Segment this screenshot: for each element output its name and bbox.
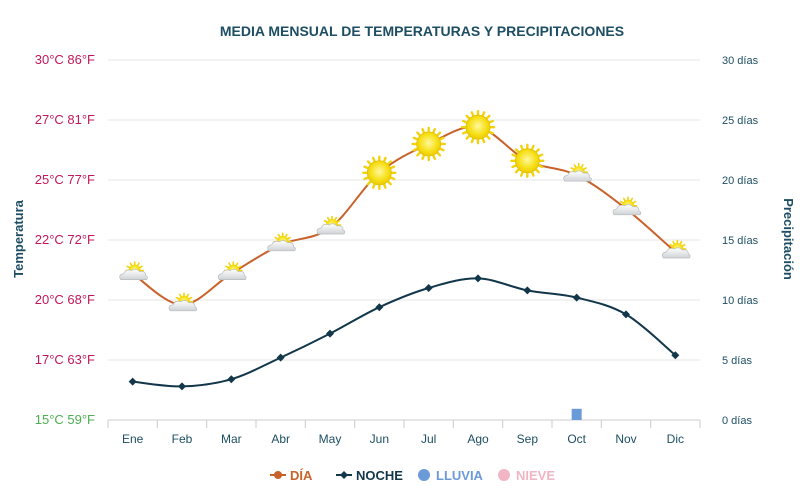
sun-icon xyxy=(460,109,496,145)
right-axis: 0 días 5 días 10 días 15 días 20 días 25 días… xyxy=(722,55,759,427)
night-series-line xyxy=(132,277,676,388)
x-tick-label: Jun xyxy=(370,432,389,446)
weather-icons xyxy=(119,109,691,312)
legend-label: NIEVE xyxy=(516,468,555,483)
left-axis: 15°C 59°F 17°C 63°F 20°C 68°F 22°C 72°F 25°C… xyxy=(35,52,95,427)
sun-icon xyxy=(510,143,545,179)
left-tick-label: 17°C 63°F xyxy=(35,352,95,367)
x-tick-label: Abr xyxy=(271,432,290,446)
legend-label: LLUVIA xyxy=(436,468,484,483)
x-tick-label: Sep xyxy=(517,432,539,446)
x-tick-label: Ene xyxy=(122,432,144,446)
left-tick-label: 20°C 68°F xyxy=(35,292,95,307)
right-tick-label: 10 días xyxy=(722,295,759,307)
night-point xyxy=(276,353,285,362)
cloud-sun-icon xyxy=(168,292,198,312)
legend-item-noche[interactable]: NOCHE xyxy=(336,468,403,483)
sun-icon xyxy=(362,155,397,191)
night-point xyxy=(622,310,630,319)
precipitation-bars xyxy=(571,408,582,420)
x-tick-label: Nov xyxy=(615,432,636,446)
sun-icon xyxy=(411,126,446,162)
x-tick-label: Jul xyxy=(421,432,436,446)
night-point xyxy=(424,284,433,292)
left-tick-label: 22°C 72°F xyxy=(35,232,95,247)
night-point xyxy=(128,377,137,386)
cloud-sun-icon xyxy=(316,215,346,235)
night-point xyxy=(178,382,186,391)
left-tick-label: 27°C 81°F xyxy=(35,112,95,127)
right-tick-label: 0 días xyxy=(722,415,752,427)
right-tick-label: 25 días xyxy=(722,115,759,127)
cloud-sun-icon xyxy=(612,196,642,216)
night-point xyxy=(572,293,581,302)
right-tick-label: 30 días xyxy=(722,55,759,67)
right-tick-label: 15 días xyxy=(722,235,759,247)
legend: DÍA NOCHE LLUVIA NIEVE xyxy=(270,468,555,483)
legend-item-lluvia[interactable]: LLUVIA xyxy=(418,468,484,483)
night-point xyxy=(227,375,236,384)
right-tick-label: 20 días xyxy=(722,175,759,187)
night-point xyxy=(474,274,482,283)
x-tick-label: Ago xyxy=(467,432,489,446)
left-tick-label: 25°C 77°F xyxy=(35,172,95,187)
x-tick-label: Dic xyxy=(667,432,684,446)
grid-lines xyxy=(108,59,700,421)
temperature-lines xyxy=(132,125,676,388)
x-tick-label: Oct xyxy=(567,432,586,446)
night-point xyxy=(326,329,334,338)
left-tick-label: 15°C 59°F xyxy=(35,412,95,427)
cloud-sun-icon xyxy=(267,232,296,252)
night-point xyxy=(375,303,384,312)
right-axis-title: Precipitación xyxy=(781,198,796,280)
night-markers xyxy=(128,274,680,391)
x-tick-label: May xyxy=(319,432,342,446)
x-tick-label: Feb xyxy=(172,432,193,446)
legend-item-nieve[interactable]: NIEVE xyxy=(498,468,555,483)
cloud-sun-icon xyxy=(119,261,148,280)
night-point xyxy=(671,351,680,360)
left-axis-title: Temperatura xyxy=(11,199,26,278)
legend-item-día[interactable]: DÍA xyxy=(270,468,313,483)
rain-bar xyxy=(571,408,582,420)
day-series-line xyxy=(132,125,676,306)
chart-title: MEDIA MENSUAL DE TEMPERATURAS Y PRECIPIT… xyxy=(220,23,624,39)
x-tick-label: Mar xyxy=(221,432,242,446)
left-tick-label: 30°C 86°F xyxy=(35,52,95,67)
legend-label: DÍA xyxy=(290,468,313,483)
cloud-sun-icon xyxy=(217,261,247,280)
cloud-sun-icon xyxy=(661,239,691,259)
cloud-sun-icon xyxy=(563,162,592,182)
right-tick-label: 5 días xyxy=(722,355,752,367)
legend-label: NOCHE xyxy=(356,468,403,483)
night-point xyxy=(523,286,532,295)
x-axis: Ene Feb Mar Abr May Jun Jul Ago Sep Oct Nov Dic xyxy=(107,420,701,446)
